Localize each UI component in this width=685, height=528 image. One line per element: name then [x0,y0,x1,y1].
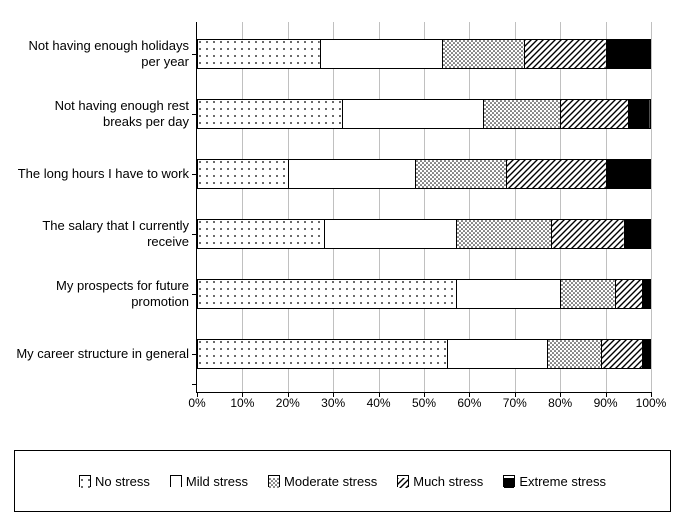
gridline [515,22,516,392]
legend-item: Moderate stress [268,474,377,489]
gridline [242,22,243,392]
bar-segment-much [560,99,628,129]
bar-segment-no [197,279,456,309]
bar-group [197,159,651,189]
legend-swatch [170,475,182,487]
bar-segment-moderate [560,279,614,309]
bar-group [197,39,651,69]
legend-item: Much stress [397,474,483,489]
x-tick-label: 90% [594,396,618,410]
gridline [651,22,652,392]
legend-label: No stress [95,474,150,489]
bar-row: Not having enough rest breaks per day [197,99,651,129]
gridline [606,22,607,392]
chart-container: 0% 10% 20% 30% 40% 50% 60% 70% 80% 90% 100% Not hav… [0,0,685,528]
bar-segment-moderate [483,99,560,129]
gridline [379,22,380,392]
bar-segment-moderate [415,159,506,189]
bar-segment-much [551,219,624,249]
legend-label: Mild stress [186,474,248,489]
legend: No stress Mild stress Moderate stress Much … [14,450,671,512]
bar-segment-no [197,219,324,249]
category-label: Not having enough rest breaks per day [14,98,197,131]
bar-segment-no [197,159,288,189]
bar-segment-mild [447,339,547,369]
legend-swatch [268,475,280,487]
bar-group [197,339,651,369]
bar-segment-extreme [624,219,651,249]
bar-group [197,219,651,249]
plot-area: 0%10%20%30%40%50%60%70%80%90%100%Not hav… [196,22,651,393]
bar-row: My career structure in general [197,339,651,369]
bar-group [197,99,651,129]
bar-segment-mild [320,39,443,69]
x-tick-label: 30% [321,396,345,410]
bar-segment-no [197,339,447,369]
bar-segment-mild [342,99,483,129]
gridline [424,22,425,392]
legend-swatch [397,475,409,487]
legend-swatch [503,475,515,487]
bar-segment-no [197,99,342,129]
legend-label: Much stress [413,474,483,489]
bar-segment-no [197,39,320,69]
category-label: The salary that I currently receive [14,218,197,251]
x-tick-label: 10% [230,396,254,410]
bar-row: Not having enough holidays per year [197,39,651,69]
bar-group [197,279,651,309]
bar-segment-extreme [642,339,651,369]
x-tick-label: 80% [548,396,572,410]
gridline [288,22,289,392]
bar-segment-extreme [606,159,651,189]
x-tick-label: 70% [503,396,527,410]
bar-segment-much [506,159,606,189]
bar-segment-extreme [628,99,651,129]
bar-segment-moderate [547,339,601,369]
bar-row: My prospects for future promotion [197,279,651,309]
bar-segment-extreme [642,279,651,309]
bar-segment-mild [324,219,456,249]
bar-row: The long hours I have to work [197,159,651,189]
x-tick-label: 60% [457,396,481,410]
gridline [333,22,334,392]
bar-segment-extreme [606,39,651,69]
x-tick-label: 40% [367,396,391,410]
x-tick-label: 0% [188,396,205,410]
bar-segment-moderate [456,219,551,249]
gridline [560,22,561,392]
legend-label: Moderate stress [284,474,377,489]
category-label: Not having enough holidays per year [14,38,197,71]
category-label: The long hours I have to work [14,166,197,182]
legend-item: Extreme stress [503,474,606,489]
legend-swatch [79,475,91,487]
x-tick-label: 20% [276,396,300,410]
legend-item: No stress [79,474,150,489]
legend-item: Mild stress [170,474,248,489]
bar-segment-moderate [442,39,524,69]
bar-segment-mild [288,159,415,189]
x-tick-label: 50% [412,396,436,410]
bar-segment-mild [456,279,560,309]
category-label: My career structure in general [14,346,197,362]
bar-segment-much [601,339,642,369]
legend-label: Extreme stress [519,474,606,489]
bar-segment-much [524,39,606,69]
category-label: My prospects for future promotion [14,278,197,311]
bar-segment-much [615,279,642,309]
x-tick-label: 100% [636,396,667,410]
gridline [469,22,470,392]
bar-row: The salary that I currently receive [197,219,651,249]
